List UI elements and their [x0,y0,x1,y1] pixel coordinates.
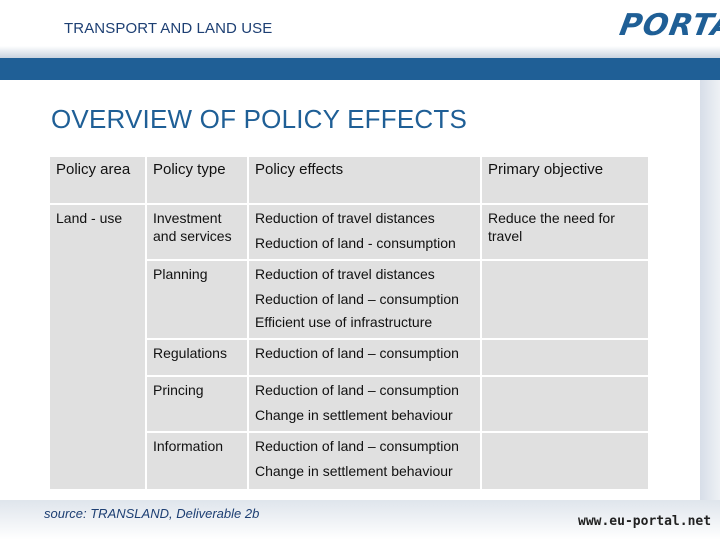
header-band [0,58,720,80]
primary-objective-cell-empty [480,375,650,433]
table-row: Information Reduction of land – consumpt… [49,431,650,491]
policy-effect: Reduction of land – consumption [255,438,459,454]
policy-effect: Reduction of land – consumption [255,291,459,307]
primary-objective-cell-empty [480,431,650,491]
logo-text: PORTAL [616,8,720,43]
policy-effect: Reduction of land – consumption [255,345,459,361]
table-row: Regulations Reduction of land – consumpt… [49,338,650,377]
table-row: Land - use Investment and services Reduc… [48,203,650,491]
policy-table: Policy area Policy type Policy effects P… [48,155,650,491]
primary-objective-cell-empty [480,338,650,377]
policy-effect: Reduction of travel distances [255,210,435,226]
policy-effect: Reduction of travel distances [255,266,435,282]
policy-effects-cell: Reduction of travel distances Reduction … [247,259,482,340]
header-gradient [0,46,720,58]
header-title: TRANSPORT AND LAND USE [64,20,273,37]
side-strip [700,80,720,500]
policy-type-cell: Investment and services [145,203,249,261]
policy-type-cell: Planning [145,259,249,340]
primary-objective-cell-empty [480,259,650,340]
policy-effect: Change in settlement behaviour [255,407,453,423]
policy-type-cell: Princing [145,375,249,433]
policy-effect: Reduction of land - consumption [255,235,456,251]
policy-effects-cell: Reduction of land – consumption Change i… [247,375,482,433]
primary-objective-cell: Reduce the need for travel [480,203,650,261]
footer-url: www.eu-portal.net [578,514,712,529]
policy-effects-cell: Reduction of land – consumption [247,338,482,377]
column-header-policy-effects: Policy effects [247,155,482,205]
table-row: Planning Reduction of travel distances R… [49,259,650,340]
policy-effects-cell: Reduction of land – consumption Change i… [247,431,482,491]
column-header-policy-type: Policy type [145,155,249,205]
table-row: Princing Reduction of land – consumption… [49,375,650,433]
policy-type-cell: Information [145,431,249,491]
bottom-strip [0,500,720,540]
policy-type-cell: Regulations [145,338,249,377]
page-title: OVERVIEW OF POLICY EFFECTS [51,104,467,134]
column-header-policy-area: Policy area [48,155,147,205]
policy-effect: Change in settlement behaviour [255,463,453,479]
policy-effects-cell: Reduction of travel distances Reduction … [247,203,482,261]
policy-effect: Efficient use of infrastructure [255,314,433,330]
source-note: source: TRANSLAND, Deliverable 2b [44,506,260,521]
table-header-row: Policy area Policy type Policy effects P… [48,155,650,205]
policy-area-cell: Land - use [48,203,147,491]
policy-effect: Reduction of land – consumption [255,382,459,398]
column-header-primary-objective: Primary objective [480,155,650,205]
